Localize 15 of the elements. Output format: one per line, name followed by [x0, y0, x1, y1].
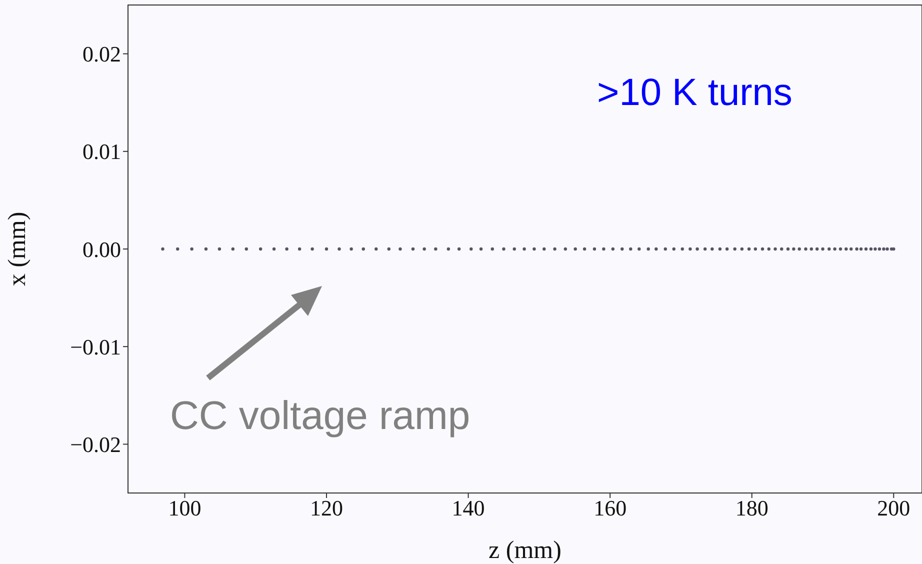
x-tick-label: 200	[877, 496, 910, 521]
y-tick-label: 0.01	[82, 139, 121, 164]
y-tick-label: −0.01	[70, 334, 121, 360]
x-tick-label: 140	[452, 496, 485, 521]
annotation: >10 K turns	[597, 72, 792, 115]
x-tick-label: 100	[168, 496, 202, 521]
y-tick-label: 0.02	[82, 42, 121, 67]
y-tick-label: −0.02	[70, 432, 121, 458]
x-tick-label: 120	[310, 496, 343, 521]
annotation: CC voltage ramp	[170, 394, 470, 439]
x-tick-label: 180	[735, 496, 768, 521]
y-tick-label: 0.00	[82, 236, 121, 262]
x-tick-label: 160	[594, 496, 627, 521]
x-axis-title: z (mm)	[488, 537, 562, 564]
y-axis-title: x (mm)	[4, 212, 31, 286]
